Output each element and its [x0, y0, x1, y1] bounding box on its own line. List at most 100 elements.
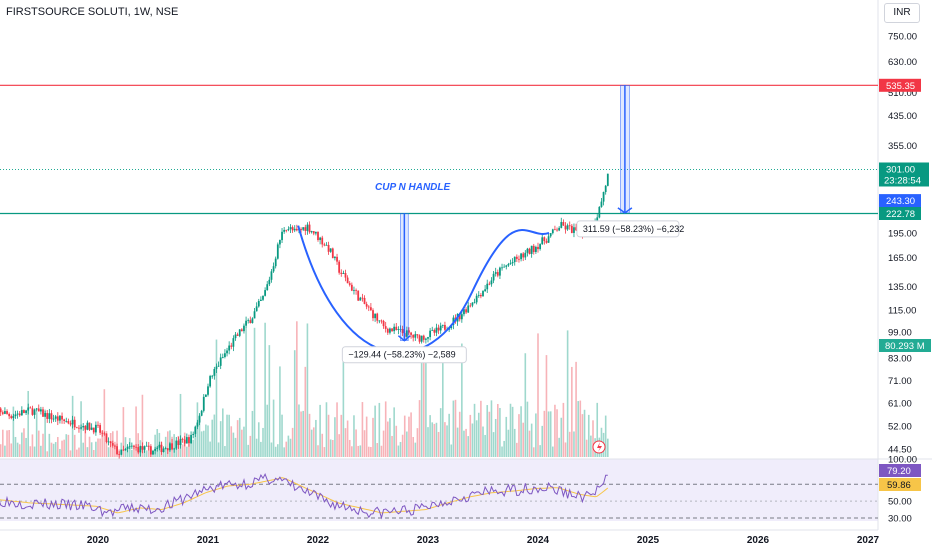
volume-bar	[260, 441, 262, 457]
candle-body	[312, 231, 315, 234]
candle-body	[431, 329, 434, 331]
candle-body	[598, 206, 601, 218]
candle-body	[137, 447, 140, 453]
candle-body	[130, 445, 133, 447]
volume-bar	[194, 433, 197, 457]
candle-body	[558, 227, 561, 231]
candle-body	[496, 272, 499, 276]
candle-body	[234, 334, 237, 339]
candle-body	[562, 222, 565, 226]
svg-text:301.00: 301.00	[886, 164, 915, 175]
candle-body	[52, 418, 55, 420]
candle-body	[511, 262, 514, 264]
volume-bar	[380, 445, 383, 457]
candle-body	[295, 228, 298, 231]
svg-text:80.293 M: 80.293 M	[885, 341, 925, 352]
volume-bar	[209, 441, 211, 457]
measure-range-2[interactable]: 311.59 (−58.23%) −6,232	[576, 85, 684, 238]
candle-body	[418, 335, 421, 342]
candle-body	[353, 290, 355, 291]
candle-body	[122, 449, 125, 451]
candle-body	[520, 253, 522, 260]
volume-bar	[236, 420, 239, 457]
candle-body	[56, 416, 59, 421]
volume-bar	[575, 361, 577, 457]
volume-bar	[452, 400, 455, 457]
volume-bar	[274, 446, 277, 457]
volume-bar	[69, 450, 72, 457]
volume-bar	[304, 366, 307, 457]
cup-curve[interactable]	[297, 225, 550, 354]
volume-bar	[461, 343, 463, 457]
candle-body	[185, 437, 188, 444]
volume-bar	[471, 423, 474, 457]
volume-bar	[291, 427, 294, 457]
price-tick-label: 83.00	[888, 353, 912, 364]
volume-bar	[325, 402, 328, 457]
candle-body	[346, 277, 349, 284]
candle-body	[306, 224, 309, 231]
candle-body	[37, 408, 40, 412]
candle-body	[107, 441, 110, 443]
rsi-signal-line	[0, 477, 609, 514]
volume-bar	[145, 450, 148, 457]
currency-selector[interactable]: INR	[884, 3, 920, 23]
price-tick-label: 630.00	[888, 57, 917, 68]
candle-body	[344, 273, 347, 278]
candle-body	[266, 284, 269, 291]
time-tick-label: 2023	[417, 535, 440, 546]
candle-body	[97, 424, 99, 426]
volume-bar	[585, 439, 588, 457]
candle-body	[158, 444, 161, 448]
candle-body	[232, 338, 235, 347]
volume-bar	[522, 422, 524, 457]
candle-body	[323, 244, 326, 246]
candle-body	[382, 321, 385, 327]
candle-body	[314, 231, 317, 234]
volume-bar	[528, 430, 531, 457]
volume-bar	[526, 401, 529, 457]
volume-bar	[492, 432, 495, 457]
volume-bar	[268, 345, 271, 457]
volume-bar	[329, 439, 332, 457]
candle-body	[109, 441, 112, 444]
candle-body	[80, 427, 82, 429]
candle-body	[458, 313, 461, 320]
candle-body	[566, 225, 569, 230]
candle-body	[378, 320, 381, 322]
volume-bar	[298, 404, 300, 457]
candle-body	[145, 445, 148, 447]
price-tick-label: 44.50	[888, 445, 912, 456]
price-tick-label: 435.00	[888, 111, 917, 122]
volume-bar	[444, 422, 446, 457]
candle-body	[63, 419, 66, 421]
volume-bar	[255, 438, 258, 457]
volume-bar	[507, 429, 510, 457]
measure-label-1: −129.44 (−58.23%) −2,589	[348, 350, 455, 360]
candle-body	[29, 407, 32, 409]
candle-body	[501, 267, 503, 269]
volume-bar	[484, 434, 486, 457]
candle-body	[479, 295, 482, 297]
lightning-icon[interactable]	[592, 440, 606, 454]
candle-body	[114, 445, 116, 447]
volume-bar	[539, 445, 541, 457]
measure-range-1[interactable]: −129.44 (−58.23%) −2,589	[341, 213, 467, 364]
candle-body	[410, 332, 412, 335]
volume-bar	[319, 404, 321, 457]
volume-bar	[296, 321, 298, 457]
candle-body	[149, 446, 152, 455]
candle-body	[327, 244, 330, 252]
rsi-line[interactable]	[0, 472, 608, 520]
candle-body	[350, 284, 353, 291]
candle-body	[255, 306, 258, 312]
volume-bar	[501, 446, 503, 457]
candle-body	[380, 320, 383, 322]
candle-body	[568, 225, 571, 227]
price-tick-label: 750.00	[888, 32, 917, 43]
candle-body	[467, 305, 470, 313]
volume-bar	[323, 447, 326, 457]
candle-body	[287, 229, 290, 231]
candle-body	[46, 413, 49, 419]
